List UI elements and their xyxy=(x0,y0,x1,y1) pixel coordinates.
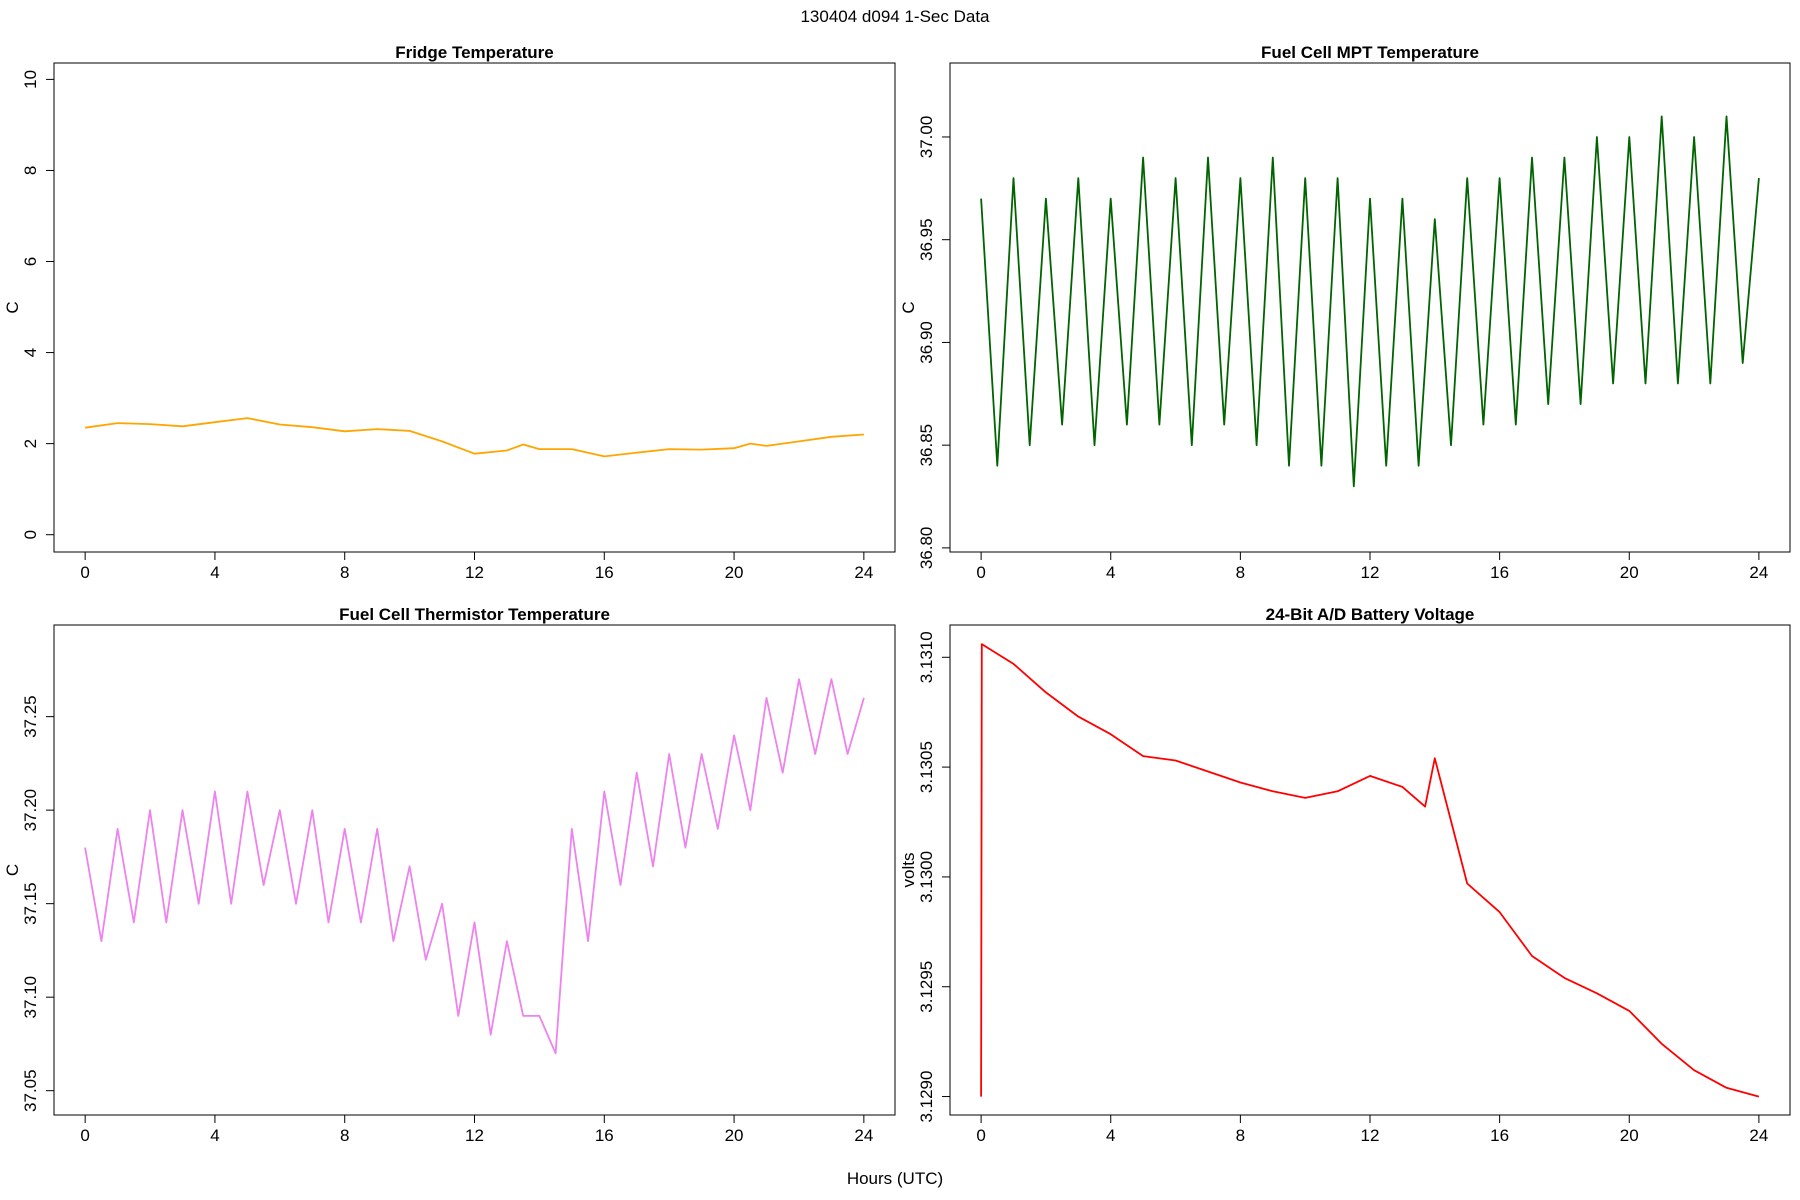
plot-frame xyxy=(53,624,896,1116)
y-tick-label: 37.00 xyxy=(917,116,936,159)
y-axis-label: C xyxy=(3,864,22,876)
x-tick-label: 8 xyxy=(1236,563,1245,582)
x-tick-label: 4 xyxy=(210,563,219,582)
y-tick-label: 3.1305 xyxy=(917,741,936,793)
x-tick-label: 0 xyxy=(80,1126,89,1145)
y-tick-label: 37.25 xyxy=(21,695,40,738)
x-tick-label: 24 xyxy=(1749,1126,1768,1145)
y-tick-label: 37.20 xyxy=(21,789,40,832)
x-tick-label: 20 xyxy=(1620,1126,1639,1145)
y-tick-label: 3.1300 xyxy=(917,851,936,903)
y-tick-label: 37.15 xyxy=(21,882,40,925)
x-tick-label: 8 xyxy=(340,563,349,582)
figure-title: 130404 d094 1-Sec Data xyxy=(800,7,990,26)
x-tick-label: 24 xyxy=(854,563,873,582)
x-tick-label: 20 xyxy=(1620,563,1639,582)
data-line xyxy=(980,115,1760,488)
x-tick-label: 12 xyxy=(465,1126,484,1145)
y-tick-label: 4 xyxy=(21,348,40,357)
y-tick-label: 37.10 xyxy=(21,976,40,1019)
panel-title: 24-Bit A/D Battery Voltage xyxy=(1266,605,1475,624)
x-tick-label: 0 xyxy=(976,563,985,582)
y-tick-label: 3.1310 xyxy=(917,631,936,683)
x-tick-label: 20 xyxy=(725,563,744,582)
x-tick-label: 8 xyxy=(340,1126,349,1145)
x-axis-label: Hours (UTC) xyxy=(847,1169,943,1188)
y-tick-label: 36.85 xyxy=(917,424,936,467)
x-tick-label: 0 xyxy=(80,563,89,582)
plot-frame xyxy=(949,624,1791,1116)
y-tick-label: 3.1295 xyxy=(917,961,936,1013)
panel-title: Fuel Cell Thermistor Temperature xyxy=(339,605,610,624)
y-axis-label: volts xyxy=(899,853,918,888)
x-tick-label: 8 xyxy=(1236,1126,1245,1145)
x-tick-label: 16 xyxy=(1490,1126,1509,1145)
data-line xyxy=(84,417,864,458)
x-tick-label: 4 xyxy=(1106,563,1115,582)
y-tick-label: 0 xyxy=(21,530,40,539)
y-tick-label: 36.90 xyxy=(917,321,936,364)
x-tick-label: 0 xyxy=(976,1126,985,1145)
plot-frame xyxy=(53,62,896,553)
x-tick-label: 12 xyxy=(1361,1126,1380,1145)
y-tick-label: 2 xyxy=(21,439,40,448)
x-tick-label: 24 xyxy=(854,1126,873,1145)
y-tick-label: 3.1290 xyxy=(917,1071,936,1123)
y-axis-label: C xyxy=(899,301,918,313)
y-tick-label: 6 xyxy=(21,257,40,266)
y-axis-label: C xyxy=(3,301,22,313)
x-tick-label: 12 xyxy=(1361,563,1380,582)
y-tick-label: 8 xyxy=(21,166,40,175)
y-tick-label: 36.95 xyxy=(917,218,936,261)
data-line xyxy=(84,678,865,1055)
x-tick-label: 12 xyxy=(465,563,484,582)
panel-title: Fridge Temperature xyxy=(395,43,553,62)
x-tick-label: 4 xyxy=(210,1126,219,1145)
y-tick-label: 36.80 xyxy=(917,527,936,570)
data-line xyxy=(980,643,1760,1098)
plot-frame xyxy=(949,62,1791,553)
y-tick-label: 10 xyxy=(21,70,40,89)
x-tick-label: 4 xyxy=(1106,1126,1115,1145)
x-tick-label: 16 xyxy=(595,1126,614,1145)
x-tick-label: 16 xyxy=(595,563,614,582)
y-tick-label: 37.05 xyxy=(21,1069,40,1112)
x-tick-label: 20 xyxy=(725,1126,744,1145)
x-tick-label: 16 xyxy=(1490,563,1509,582)
panel-title: Fuel Cell MPT Temperature xyxy=(1261,43,1479,62)
x-tick-label: 24 xyxy=(1749,563,1768,582)
